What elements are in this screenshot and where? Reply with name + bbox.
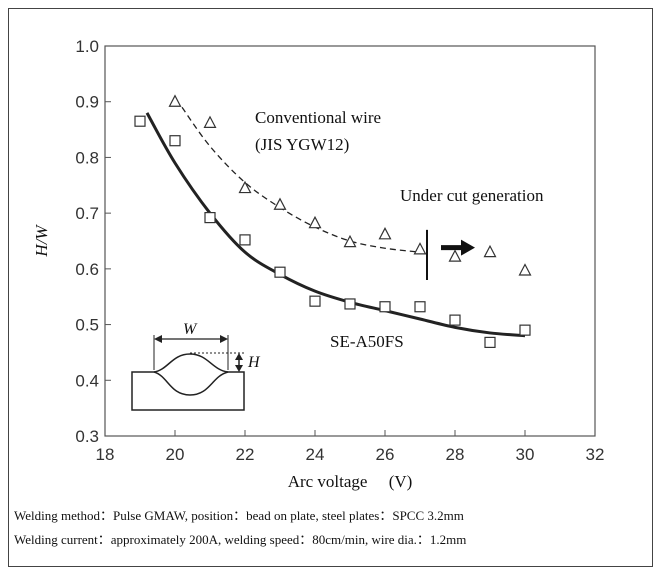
point-conventional-wire (413, 242, 427, 255)
y-tick-label: 0.4 (75, 371, 99, 390)
x-tick-label: 26 (376, 445, 395, 464)
point-se-a50fs (169, 135, 181, 147)
point-conventional-wire (518, 263, 532, 276)
under-cut-label: Under cut generation (400, 186, 544, 205)
point-se-a50fs (239, 234, 251, 246)
point-conventional-wire (448, 249, 462, 262)
caption-line-1: Welding method：Pulse GMAW, position：bead… (14, 508, 464, 523)
weld-bead (153, 353, 229, 396)
x-tick-label: 20 (166, 445, 185, 464)
point-se-a50fs (484, 336, 496, 348)
point-conventional-wire (343, 234, 357, 248)
bead-width-label: W (183, 321, 198, 338)
point-conventional-wire (238, 180, 252, 194)
conventional-wire-label-line1: Conventional wire (255, 108, 381, 127)
x-tick-label: 18 (96, 445, 115, 464)
fit-lines (145, 106, 526, 338)
x-axis-title: Arc voltage (V) (288, 472, 413, 491)
fit-line-conventional-wire (181, 106, 421, 253)
figure-frame (8, 8, 653, 567)
fit-line-se-a50fs (145, 112, 526, 338)
y-tick-label: 0.7 (75, 204, 99, 223)
point-se-a50fs (449, 314, 461, 326)
point-se-a50fs (274, 266, 286, 278)
height-arrow-up (235, 353, 243, 360)
bead-height-label: H (247, 354, 261, 371)
point-se-a50fs (519, 324, 531, 336)
x-tick-label: 30 (516, 445, 535, 464)
y-axis-title: H/W (32, 224, 51, 258)
under-cut-arrow (441, 239, 475, 256)
data-points (134, 94, 532, 348)
x-tick-label: 28 (446, 445, 465, 464)
conventional-wire-label-line2: (JIS YGW12) (255, 135, 349, 154)
point-conventional-wire (378, 227, 392, 240)
axis-ticks: 18 20 22 24 26 28 30 32 0.3 0.4 0.5 0.6 0.7 0.8 0.9 1.0 (75, 37, 604, 464)
width-arrow-right (220, 335, 228, 343)
point-se-a50fs (309, 295, 321, 307)
point-se-a50fs (344, 298, 356, 310)
x-tick-label: 24 (306, 445, 325, 464)
y-tick-label: 0.5 (75, 316, 99, 335)
point-se-a50fs (204, 212, 216, 224)
point-se-a50fs (379, 301, 391, 313)
y-tick-label: 0.9 (75, 93, 99, 112)
y-tick-label: 0.6 (75, 260, 99, 279)
y-tick-label: 0.3 (75, 427, 99, 446)
height-arrow-down (235, 365, 243, 372)
point-conventional-wire (483, 244, 497, 258)
bead-cross-section-diagram: W H (131, 321, 261, 411)
point-conventional-wire (203, 115, 217, 128)
point-se-a50fs (414, 301, 426, 313)
x-tick-label: 22 (236, 445, 255, 464)
width-arrow-left (154, 335, 162, 343)
point-conventional-wire (308, 215, 322, 229)
y-tick-label: 1.0 (75, 37, 99, 56)
point-se-a50fs (134, 115, 146, 127)
x-tick-label: 32 (586, 445, 605, 464)
point-conventional-wire (168, 94, 182, 107)
caption-line-2: Welding current：approximately 200A, weld… (14, 532, 467, 547)
y-tick-label: 0.8 (75, 148, 99, 167)
se-a50fs-label: SE-A50FS (330, 332, 404, 351)
point-conventional-wire (273, 197, 287, 210)
plot-area (104, 45, 596, 437)
chart: 18 20 22 24 26 28 30 32 0.3 0.4 0.5 0.6 0.7 0.8 0.9 1.0… (32, 37, 604, 491)
